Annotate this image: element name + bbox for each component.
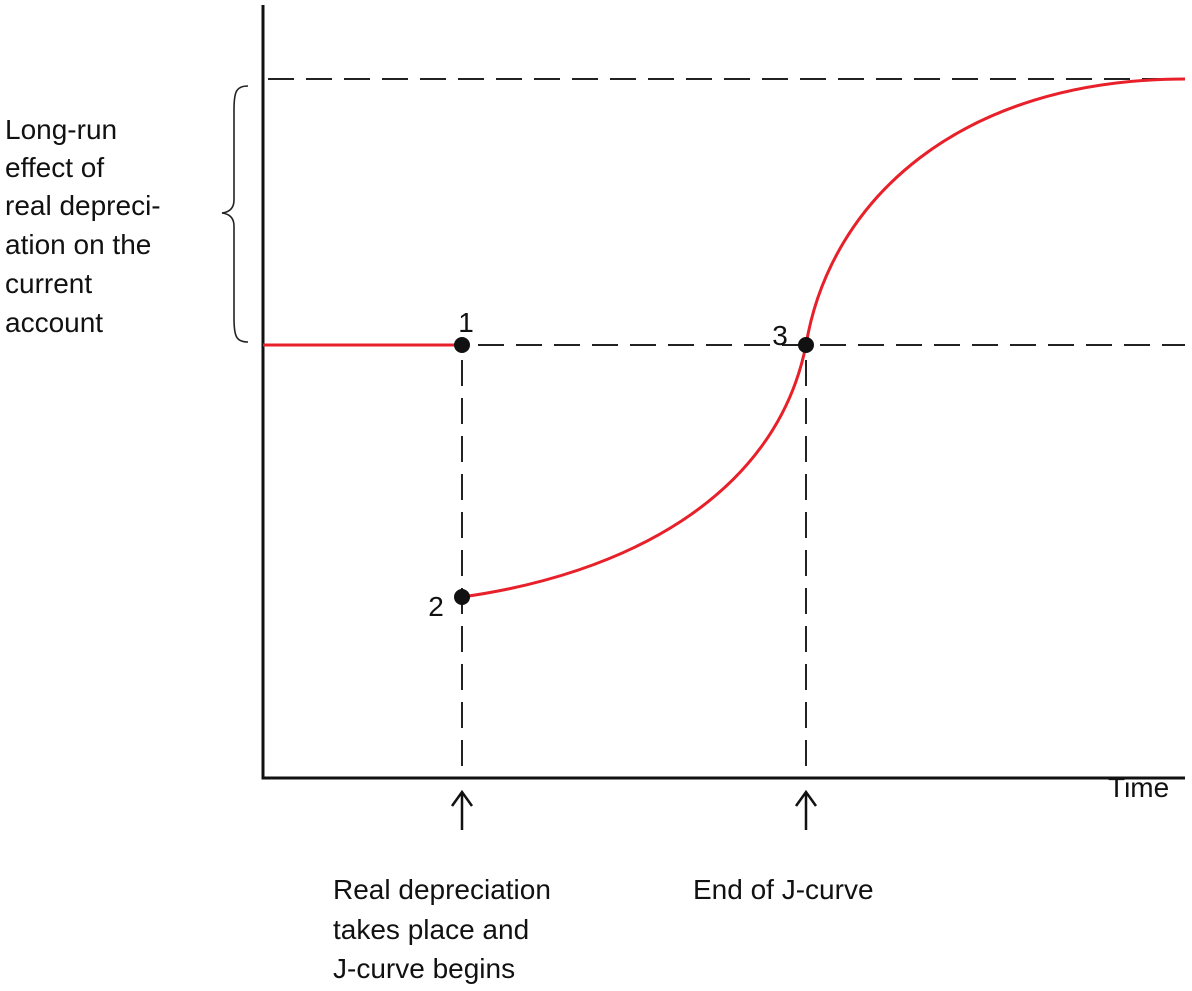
point-3: [798, 337, 814, 353]
j-curve: [461, 77, 1186, 599]
point-label: 1: [458, 307, 474, 338]
annotation: End of J-curve: [693, 874, 874, 905]
point-1: [454, 337, 470, 353]
point-2: [454, 589, 470, 605]
point-label: 2: [428, 591, 444, 622]
brace: [221, 85, 249, 343]
arrows: [450, 789, 818, 830]
brace-label: Long-run effect of real depreci- ation o…: [5, 114, 168, 338]
axis-label: Time: [1108, 772, 1169, 803]
annotation: Real depreciation takes place and J-curv…: [333, 874, 559, 984]
point-label: 3: [772, 320, 788, 351]
axes: [261, 5, 1185, 780]
